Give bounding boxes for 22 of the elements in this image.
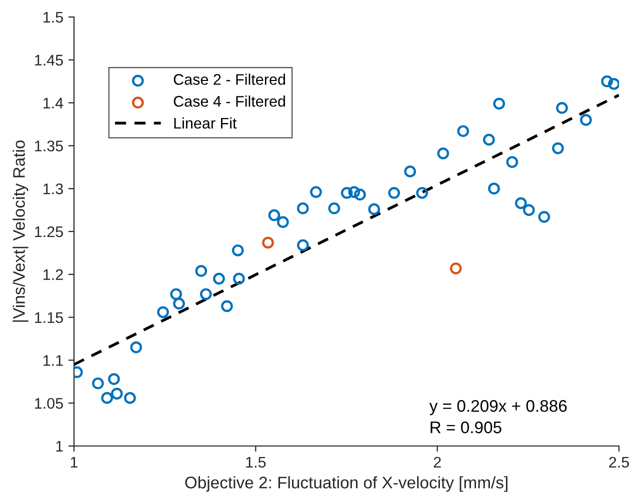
y-tick-label: 1.1	[44, 355, 63, 366]
y-tick-label: 1.25	[35, 226, 63, 238]
y-tick-label: 1.4	[44, 98, 64, 108]
y-axis-title: |Vins/Vext| Velocity Ratio	[12, 140, 28, 322]
y-tick-label: 1.35	[35, 140, 63, 152]
x-tick-label: 2.5	[609, 456, 629, 468]
y-tick-label: 1.5	[44, 12, 63, 23]
y-tick-label: 1.15	[35, 312, 63, 323]
x-tick-label: 1.5	[246, 456, 266, 468]
x-tick-label: 2	[434, 456, 441, 468]
y-tick-label: 1.45	[35, 54, 63, 66]
legend-label: Linear Fit	[174, 117, 237, 129]
y-tick-label: 1	[56, 441, 63, 452]
legend-label: Case 4 - Filtered	[174, 96, 285, 107]
x-tick-label: 1	[70, 456, 78, 468]
y-tick-label: 1.3	[44, 183, 63, 194]
legend-label: Case 2 - Filtered	[174, 74, 285, 85]
annotation: R = 0.905	[430, 422, 502, 434]
annotation: y = 0.209x + 0.886	[429, 400, 567, 416]
y-tick-label: 1.2	[44, 269, 63, 280]
x-axis-title: Objective 2: Fluctuation of X-velocity [mm/s]	[185, 476, 508, 492]
y-tick-label: 1.05	[35, 398, 63, 409]
